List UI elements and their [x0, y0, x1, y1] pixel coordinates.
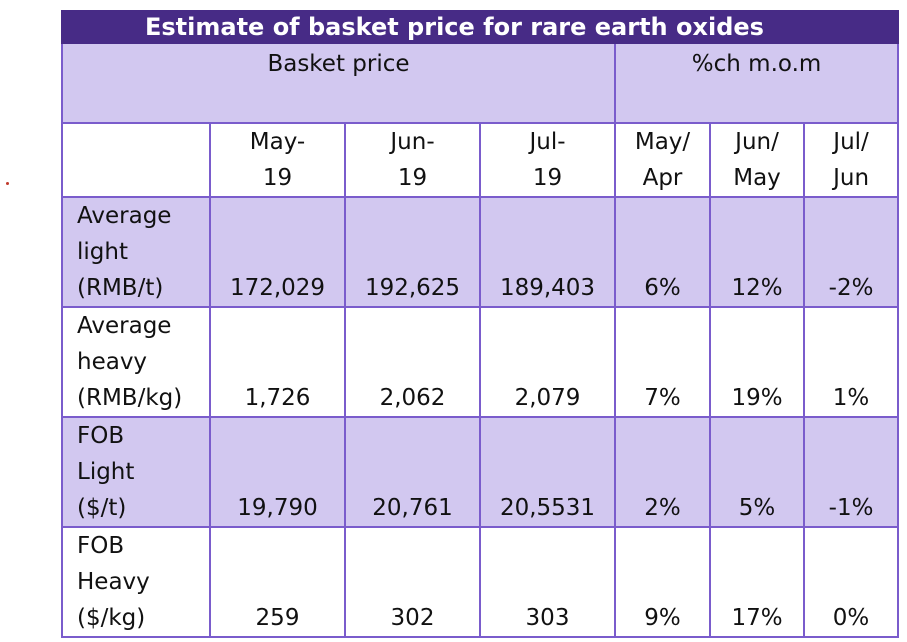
cell-value: 2,079	[479, 306, 616, 418]
group-header-change: %ch m.o.m	[613, 42, 900, 124]
cell-value: 189,403	[479, 196, 616, 308]
cell-value: 5%	[709, 416, 805, 528]
column-header-jul-jun: Jul/Jun	[802, 122, 900, 198]
table-row: Average heavy (RMB/kg) 1,726 2,062 2,079 7…	[61, 306, 900, 418]
cell-value: 0%	[802, 526, 900, 638]
table-row: FOB Heavy ($/kg) 259 302 303 9% 17% 0%	[61, 526, 900, 638]
cell-value: 17%	[709, 526, 805, 638]
price-table-container: Estimate of basket price for rare earth …	[60, 10, 900, 638]
cell-value: 7%	[614, 306, 711, 418]
cell-value: -1%	[802, 416, 900, 528]
table-title: Estimate of basket price for rare earth …	[60, 10, 900, 44]
cell-value: 259	[209, 526, 346, 638]
table-row: Average light (RMB/t) 172,029 192,625 189,…	[61, 196, 900, 308]
cell-value: -2%	[802, 196, 900, 308]
column-header-jul-19: Jul- 19	[479, 122, 616, 198]
bullet-dot	[6, 182, 9, 185]
column-header-empty	[61, 122, 211, 198]
column-header-jun-19: Jun- 19	[344, 122, 481, 198]
cell-value: 1,726	[209, 306, 346, 418]
cell-value: 9%	[614, 526, 711, 638]
cell-value: 20,5531	[479, 416, 616, 528]
cell-value: 1%	[802, 306, 900, 418]
table-row: FOB Light ($/t) 19,790 20,761 20,5531 2% 5…	[61, 416, 900, 528]
cell-value: 6%	[614, 196, 711, 308]
cell-value: 2%	[614, 416, 711, 528]
column-header-may-apr: May/Apr	[614, 122, 711, 198]
cell-value: 20,761	[344, 416, 481, 528]
group-header-basket-price: Basket price	[61, 42, 616, 124]
cell-value: 19,790	[209, 416, 346, 528]
cell-value: 172,029	[209, 196, 346, 308]
row-label: Average light (RMB/t)	[61, 196, 211, 308]
row-label: FOB Heavy ($/kg)	[61, 526, 211, 638]
column-header-jun-may: Jun/May	[709, 122, 805, 198]
price-table: Estimate of basket price for rare earth …	[60, 10, 900, 638]
cell-value: 2,062	[344, 306, 481, 418]
cell-value: 19%	[709, 306, 805, 418]
cell-value: 303	[479, 526, 616, 638]
cell-value: 302	[344, 526, 481, 638]
column-header-may-19: May- 19	[209, 122, 346, 198]
cell-value: 12%	[709, 196, 805, 308]
row-label: FOB Light ($/t)	[61, 416, 211, 528]
row-label: Average heavy (RMB/kg)	[61, 306, 211, 418]
cell-value: 192,625	[344, 196, 481, 308]
